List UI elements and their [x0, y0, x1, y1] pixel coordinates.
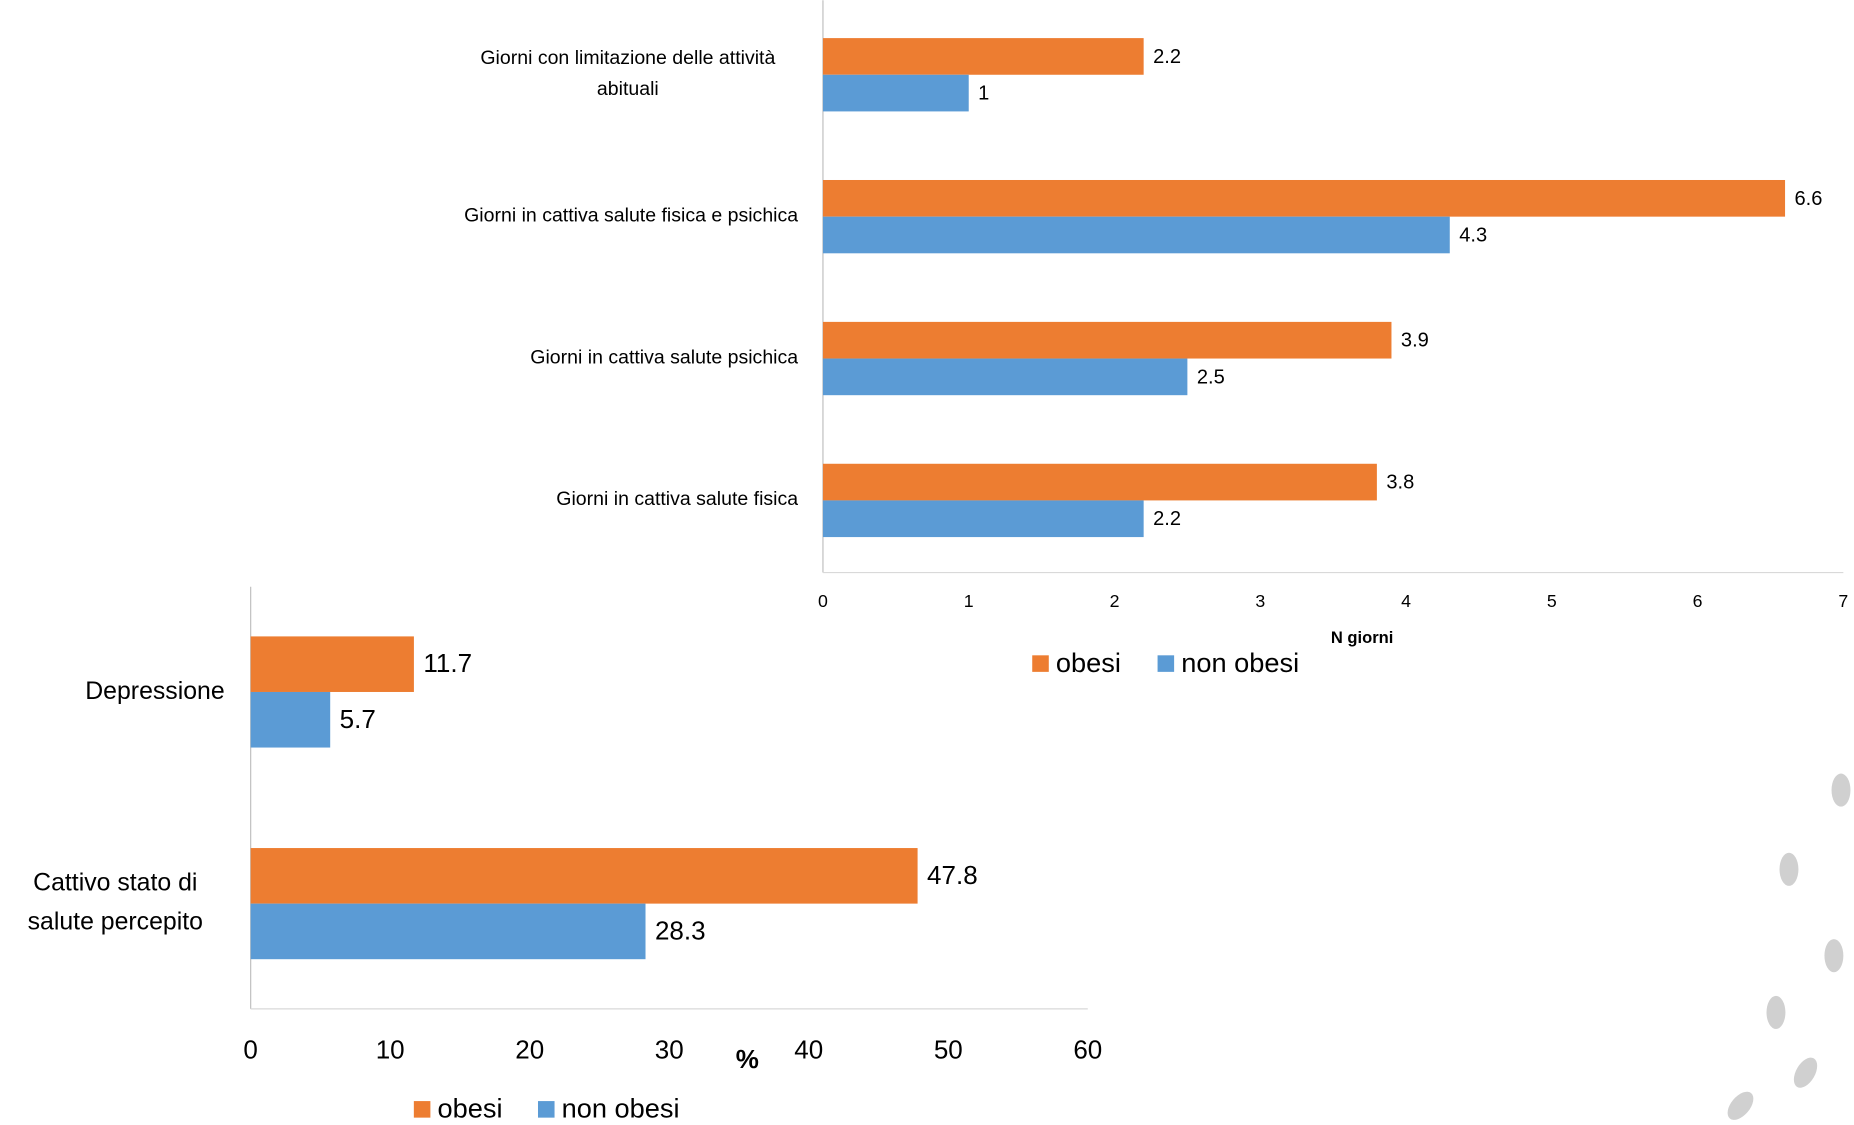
x-tick-label: 2	[1110, 591, 1120, 611]
category-label-wrap: Giorni con limitazione delle attività ab…	[443, 22, 798, 128]
x-tick-label: 0	[243, 1034, 257, 1064]
legend-label: obesi	[437, 1093, 502, 1124]
category-label-wrap: Giorni in cattiva salute psichica	[443, 305, 798, 411]
bar	[822, 463, 1377, 501]
x-tick-label: 6	[1693, 591, 1703, 611]
category-label: Depressione	[85, 677, 225, 705]
bar	[822, 500, 1144, 538]
category-label-wrap: Cattivo stato di salute percepito	[0, 850, 225, 956]
category-label-box: Cattivo stato di salute percepito	[0, 850, 225, 956]
category-label: Giorni in cattiva salute fisica	[556, 488, 799, 511]
legend-swatch	[413, 1101, 431, 1118]
value-label: 5.7	[340, 704, 376, 734]
category-label-box: Giorni con limitazione delle attività ab…	[443, 22, 798, 128]
x-tick-label: 7	[1838, 591, 1848, 611]
value-label: 28.3	[655, 915, 706, 945]
value-label: 3.9	[1401, 330, 1429, 352]
bar	[822, 38, 1144, 75]
category-label-box: Giorni in cattiva salute psichica	[443, 305, 798, 411]
category-label: Giorni in cattiva salute psichica	[530, 346, 799, 369]
bar	[250, 691, 331, 748]
category-label-wrap: Giorni in cattiva salute fisica	[443, 447, 798, 553]
legend-swatch	[537, 1101, 555, 1118]
footprint	[1793, 1057, 1818, 1088]
value-label: 2.2	[1153, 508, 1181, 530]
category-label: Giorni con limitazione delle attività ab…	[480, 48, 776, 100]
footprint	[1831, 773, 1851, 807]
bar	[822, 74, 969, 112]
legend-label: non obesi	[1181, 647, 1299, 678]
x-tick-label: 3	[1255, 591, 1265, 611]
legend-label: non obesi	[562, 1093, 680, 1124]
category-label-box: Depressione	[0, 639, 225, 745]
bar	[250, 848, 918, 904]
bar	[822, 216, 1450, 254]
category-label: Giorni in cattiva salute fisica e psichi…	[464, 205, 799, 227]
footprint	[1779, 852, 1799, 886]
bar	[250, 903, 646, 960]
x-tick-label: 4	[1401, 591, 1411, 611]
value-label: 2.2	[1153, 46, 1181, 68]
category-label-box: Giorni in cattiva salute fisica e psichi…	[443, 163, 798, 269]
x-tick-label: 20	[515, 1034, 544, 1064]
footprint	[1824, 939, 1844, 973]
value-label: 2.5	[1197, 366, 1225, 388]
value-label: 3.8	[1386, 472, 1414, 494]
x-tick-label: 40	[794, 1034, 823, 1064]
footprint	[1766, 995, 1786, 1029]
x-tick-label: 60	[1073, 1034, 1102, 1064]
value-label: 4.3	[1459, 224, 1487, 246]
legend-label: obesi	[1056, 647, 1121, 678]
bar	[822, 179, 1786, 217]
x-tick-label: 30	[655, 1034, 684, 1064]
category-label: Cattivo stato di salute percepito	[27, 869, 203, 936]
bar	[822, 321, 1392, 359]
value-label: 11.7	[423, 648, 472, 678]
footprint	[1727, 1091, 1754, 1120]
category-label-wrap: Giorni in cattiva salute fisica e psichi…	[443, 163, 798, 269]
value-label: 1	[978, 83, 989, 105]
x-axis-title: %	[736, 1044, 759, 1074]
category-label-box: Giorni in cattiva salute fisica	[443, 447, 798, 553]
x-tick-label: 1	[964, 591, 974, 611]
value-label: 47.8	[927, 860, 978, 890]
legend-swatch	[1157, 655, 1175, 672]
x-tick-label: 50	[934, 1034, 963, 1064]
value-label: 6.6	[1795, 188, 1823, 210]
legend-swatch	[1032, 655, 1049, 672]
x-tick-label: 0	[818, 591, 828, 611]
bar	[250, 636, 414, 692]
x-tick-label: 5	[1547, 591, 1557, 611]
category-label-wrap: Depressione	[0, 639, 225, 745]
x-axis-title: N giorni	[1331, 628, 1394, 647]
bar	[822, 358, 1188, 396]
x-tick-label: 10	[376, 1034, 405, 1064]
